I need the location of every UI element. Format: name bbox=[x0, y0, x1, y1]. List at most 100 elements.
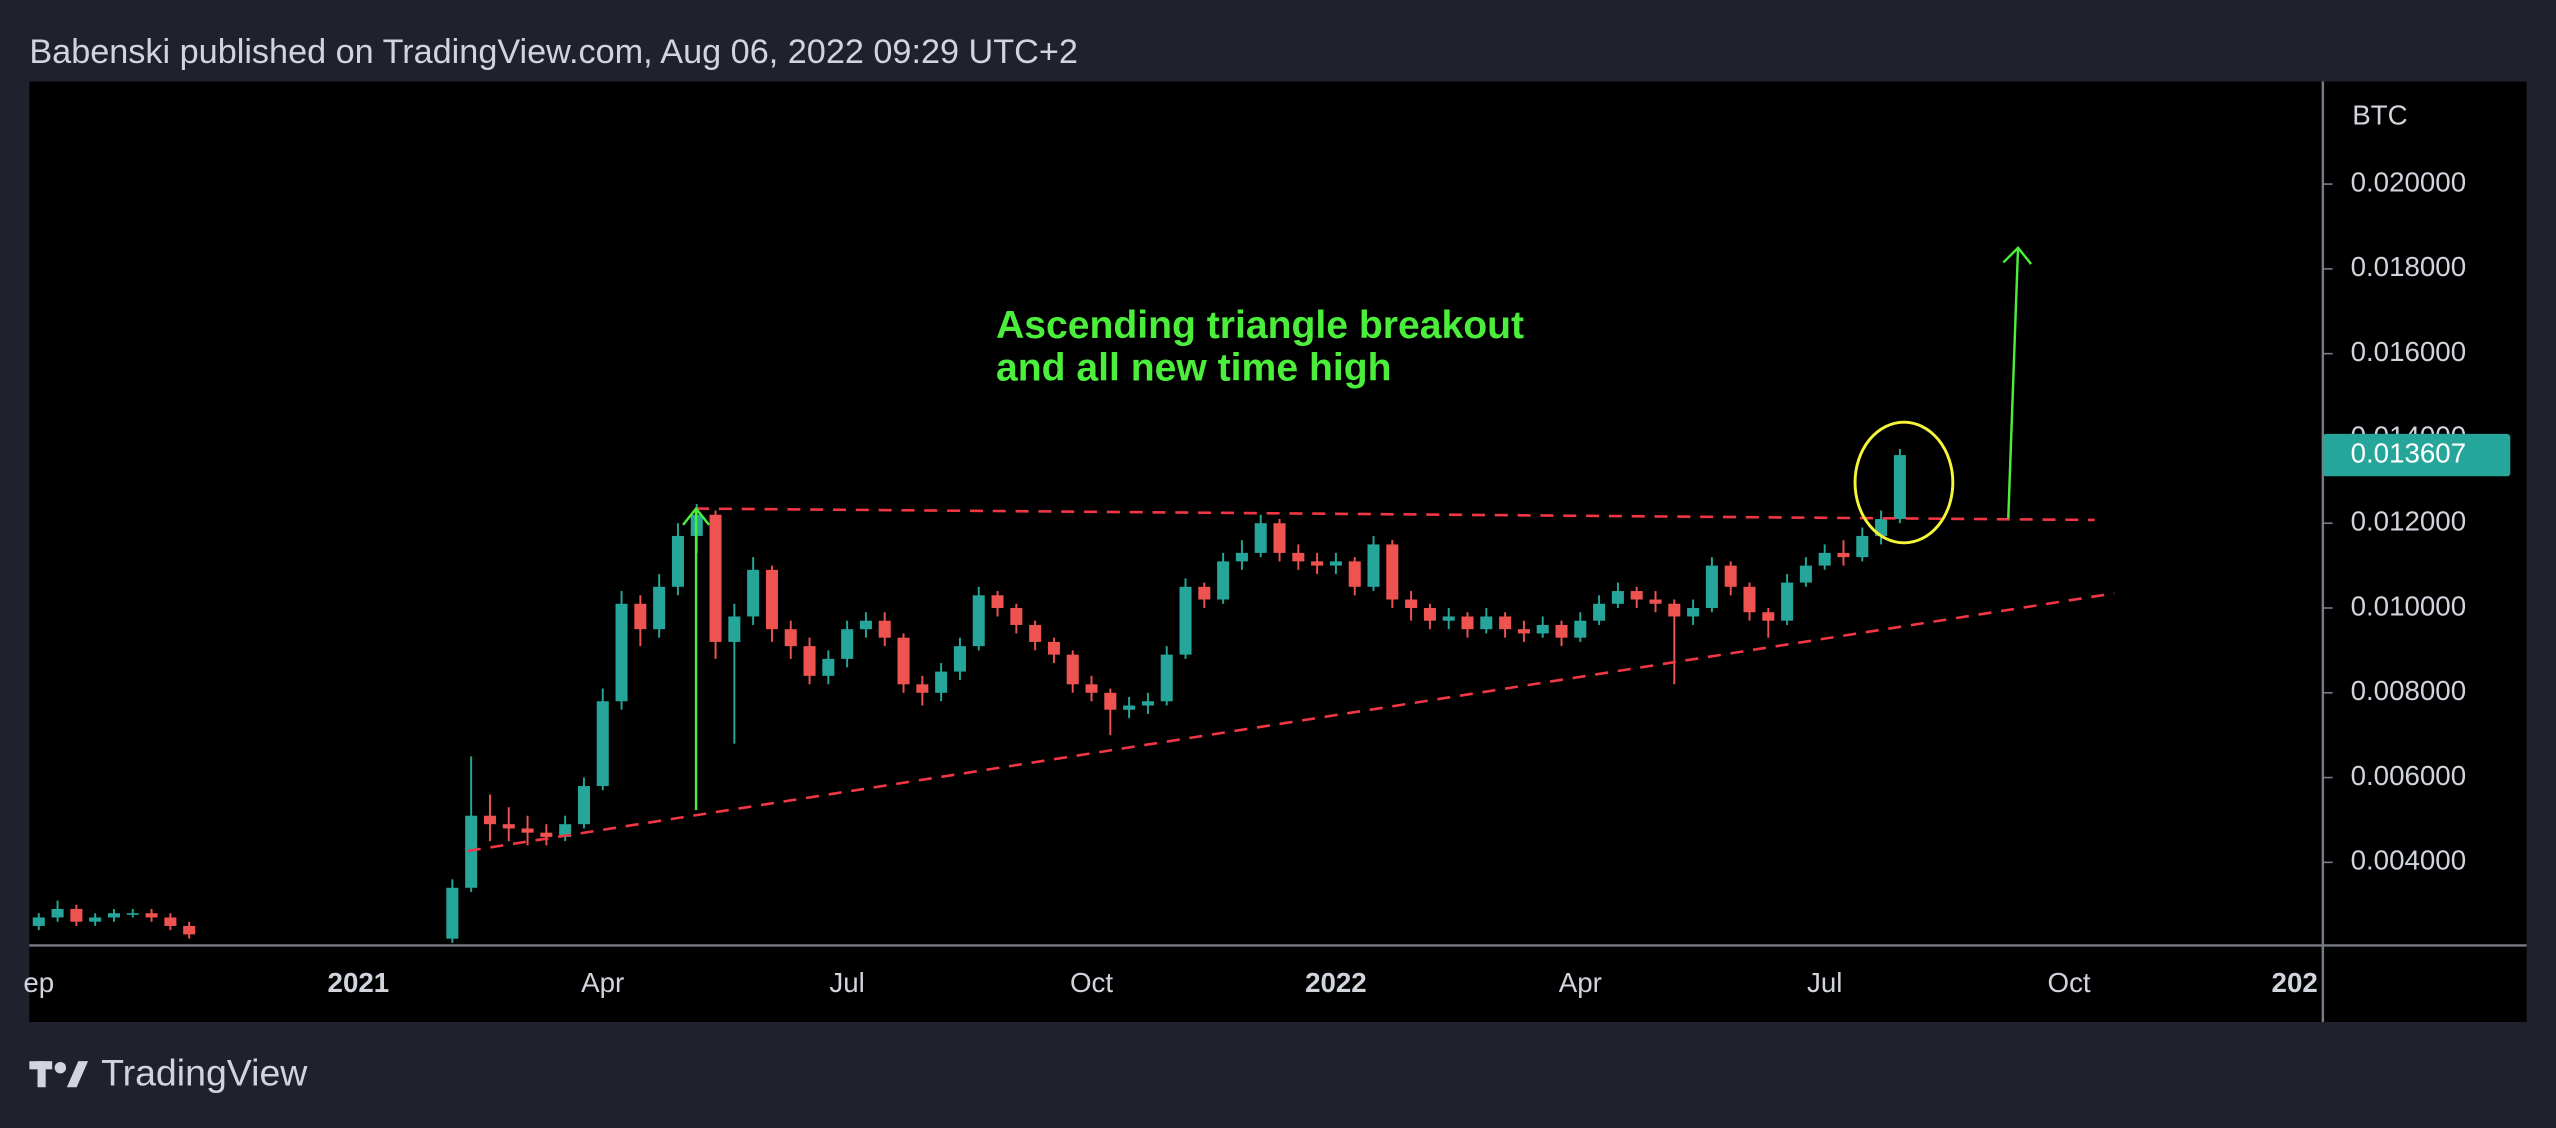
last-price-label: 0.013607 bbox=[2351, 437, 2467, 468]
price-tick-label: 0.010000 bbox=[2351, 590, 2467, 621]
footer-brand: TradingView bbox=[101, 1052, 308, 1094]
candle-body bbox=[1104, 692, 1117, 710]
candle-body bbox=[1198, 586, 1211, 600]
candle-body bbox=[1254, 523, 1267, 553]
candle-body bbox=[1367, 544, 1380, 587]
candle-body bbox=[1010, 608, 1023, 625]
candle-body bbox=[1781, 582, 1794, 621]
candle-body bbox=[1480, 616, 1493, 630]
candle-body bbox=[615, 603, 628, 702]
candle-body bbox=[1687, 608, 1700, 617]
time-tick-label: Apr bbox=[581, 967, 624, 998]
candle-body bbox=[51, 908, 64, 918]
candle-body bbox=[1461, 616, 1474, 630]
time-tick-label: 2021 bbox=[328, 967, 390, 998]
candle-body bbox=[1273, 523, 1286, 553]
candle-body bbox=[559, 824, 572, 837]
candle-body bbox=[1160, 654, 1173, 702]
price-tick-label: 0.018000 bbox=[2351, 251, 2467, 282]
time-tick-label: Jul bbox=[1807, 967, 1842, 998]
candle-body bbox=[465, 815, 478, 888]
candle-body bbox=[747, 569, 760, 617]
last-price-box bbox=[2322, 433, 2511, 477]
candle-body bbox=[1743, 586, 1756, 613]
candle-body bbox=[1762, 612, 1775, 621]
price-tick-label: 0.016000 bbox=[2351, 336, 2467, 367]
candle-body bbox=[972, 595, 985, 647]
candle-body bbox=[822, 658, 835, 676]
candle-body bbox=[1668, 603, 1681, 617]
time-tick-label: Oct bbox=[2048, 967, 2091, 998]
candle-body bbox=[953, 646, 966, 672]
candle-body bbox=[107, 913, 120, 918]
candle-body bbox=[1837, 552, 1850, 558]
candle-body bbox=[1179, 586, 1192, 655]
candle-body bbox=[1066, 654, 1079, 685]
candle-body bbox=[1141, 701, 1154, 706]
candle-body bbox=[1856, 535, 1869, 558]
candle-body bbox=[653, 586, 666, 630]
candle-body bbox=[1517, 629, 1530, 634]
candle-body bbox=[596, 701, 609, 787]
candle-body bbox=[916, 684, 929, 693]
annotation-text: and all new time high bbox=[996, 346, 1392, 389]
arrow-head bbox=[682, 506, 711, 526]
candle-body bbox=[1724, 565, 1737, 587]
candle-body bbox=[1611, 591, 1624, 604]
candle-body bbox=[145, 913, 158, 918]
candles bbox=[32, 449, 1906, 943]
time-tick-label: ep bbox=[23, 967, 54, 998]
candle-body bbox=[89, 917, 102, 922]
candle-body bbox=[1047, 641, 1060, 655]
candle-body bbox=[878, 620, 891, 638]
annotation-text: Ascending triangle breakout bbox=[996, 304, 1524, 347]
time-tick-label: Oct bbox=[1070, 967, 1113, 998]
candle-body bbox=[803, 646, 816, 676]
candle-body bbox=[1423, 608, 1436, 621]
candle-body bbox=[1235, 552, 1248, 562]
candle-body bbox=[183, 925, 196, 935]
time-labels: ep 2021 Apr Jul Oct 2022 Apr Jul Oct 202 bbox=[23, 967, 2317, 998]
candle-body bbox=[1799, 565, 1812, 583]
candle-body bbox=[1123, 705, 1136, 710]
currency-label: BTC bbox=[2352, 100, 2407, 131]
price-tick-label: 0.012000 bbox=[2351, 506, 2467, 537]
candle-body bbox=[126, 913, 139, 915]
candle-body bbox=[671, 535, 684, 587]
candle-body bbox=[1029, 624, 1042, 642]
candle-body bbox=[1442, 616, 1455, 621]
price-tick-label: 0.020000 bbox=[2351, 166, 2467, 197]
arrow-head bbox=[2002, 245, 2033, 265]
footer-logo bbox=[29, 1061, 89, 1088]
candle-body bbox=[784, 629, 797, 647]
candle-body bbox=[728, 616, 741, 642]
candle-body bbox=[897, 637, 910, 685]
candle-body bbox=[1555, 624, 1568, 638]
candle-body bbox=[1348, 561, 1361, 587]
breakout-circle bbox=[1853, 420, 1955, 545]
candle-body bbox=[1536, 624, 1549, 634]
candle-body bbox=[1217, 561, 1230, 600]
header-text: Babenski published on TradingView.com, A… bbox=[29, 33, 1078, 71]
candle-body bbox=[1818, 552, 1831, 566]
candle-body bbox=[1405, 599, 1418, 609]
candle-body bbox=[1593, 603, 1606, 621]
candle-body bbox=[765, 569, 778, 630]
candle-body bbox=[577, 786, 590, 825]
time-tick-label: 2022 bbox=[1305, 967, 1367, 998]
candle-body bbox=[841, 629, 854, 659]
candle-body bbox=[1329, 561, 1342, 566]
drawings bbox=[467, 245, 2115, 853]
candle-body bbox=[1705, 565, 1718, 609]
price-tick-label: 0.006000 bbox=[2351, 760, 2467, 791]
resistance-line bbox=[696, 507, 2095, 522]
candle-body bbox=[540, 832, 553, 837]
candle-body bbox=[1649, 599, 1662, 604]
logo-part bbox=[37, 1061, 46, 1088]
price-tick-label: 0.008000 bbox=[2351, 675, 2467, 706]
target-arrow bbox=[2007, 247, 2020, 519]
time-tick-label: 202 bbox=[2272, 967, 2318, 998]
support-line bbox=[467, 592, 2115, 853]
candle-body bbox=[70, 908, 83, 922]
